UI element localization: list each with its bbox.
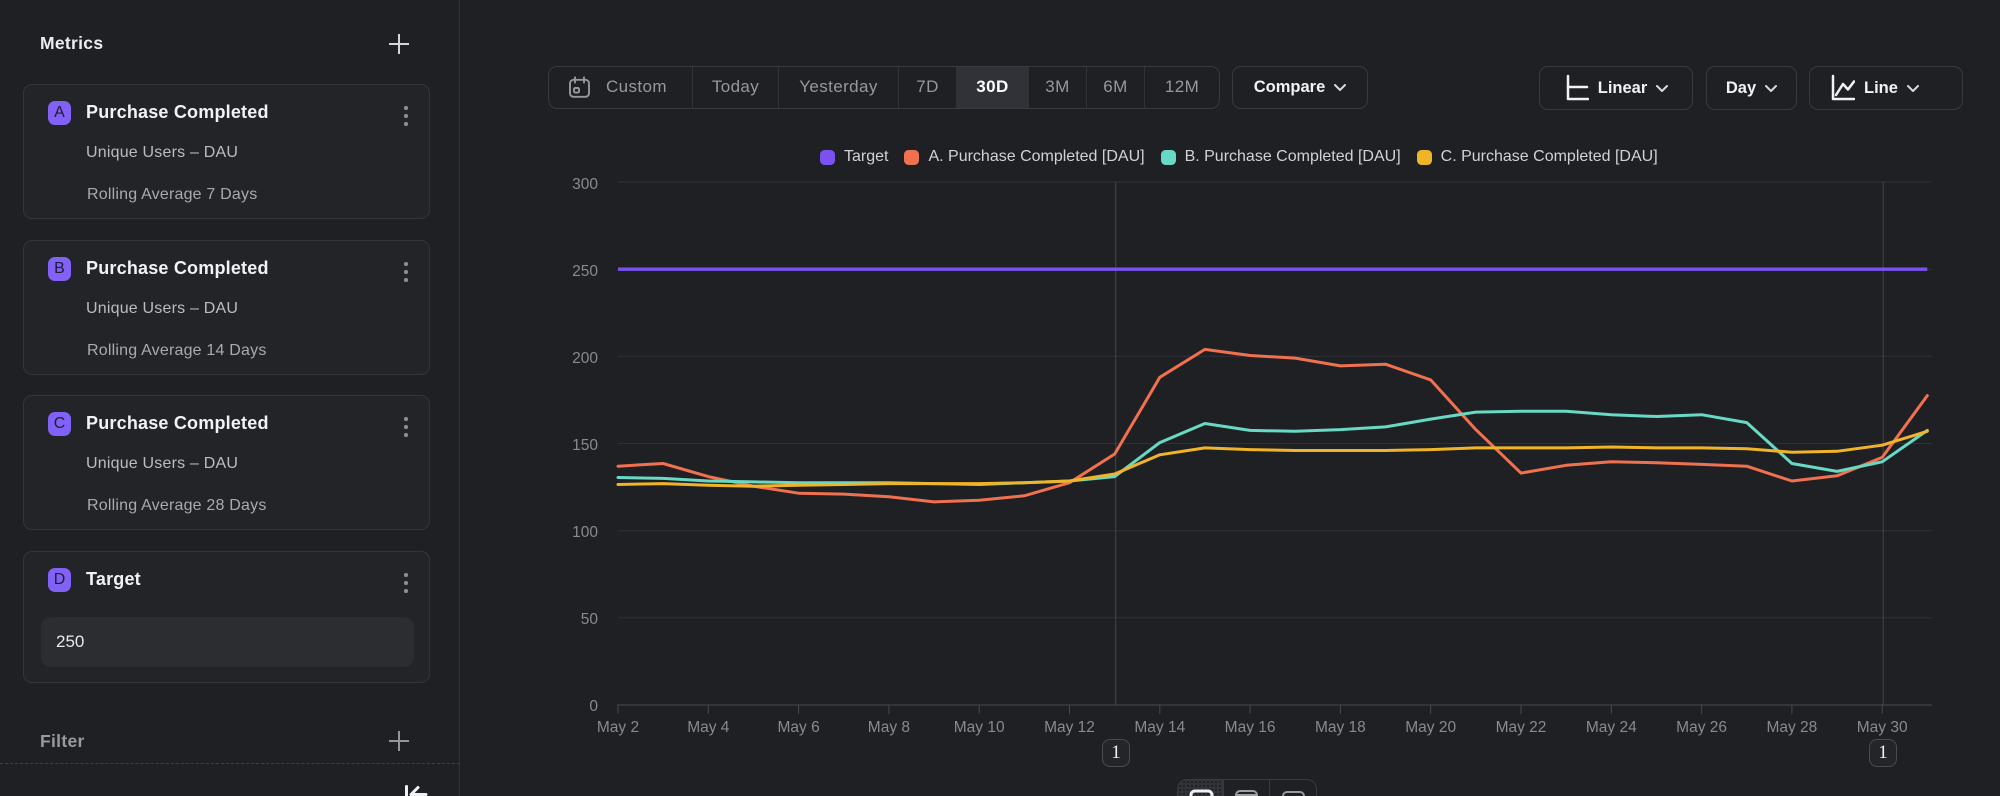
svg-text:300: 300 (572, 176, 598, 193)
svg-text:May 18: May 18 (1315, 719, 1366, 736)
svg-text:May 6: May 6 (777, 719, 819, 736)
svg-text:150: 150 (572, 437, 598, 454)
svg-text:May 30: May 30 (1857, 719, 1908, 736)
svg-text:May 14: May 14 (1134, 719, 1185, 736)
svg-text:May 20: May 20 (1405, 719, 1456, 736)
svg-text:May 28: May 28 (1766, 719, 1817, 736)
svg-text:May 10: May 10 (954, 719, 1005, 736)
svg-text:May 12: May 12 (1044, 719, 1095, 736)
svg-text:200: 200 (572, 350, 598, 367)
svg-text:May 22: May 22 (1496, 719, 1547, 736)
svg-text:May 24: May 24 (1586, 719, 1637, 736)
svg-text:May 16: May 16 (1225, 719, 1276, 736)
svg-text:0: 0 (589, 698, 598, 715)
svg-text:May 4: May 4 (687, 719, 730, 736)
svg-text:50: 50 (581, 611, 599, 628)
svg-text:May 8: May 8 (868, 719, 910, 736)
svg-text:May 2: May 2 (597, 719, 639, 736)
svg-text:100: 100 (572, 524, 598, 541)
svg-text:250: 250 (572, 263, 598, 280)
svg-text:May 26: May 26 (1676, 719, 1727, 736)
